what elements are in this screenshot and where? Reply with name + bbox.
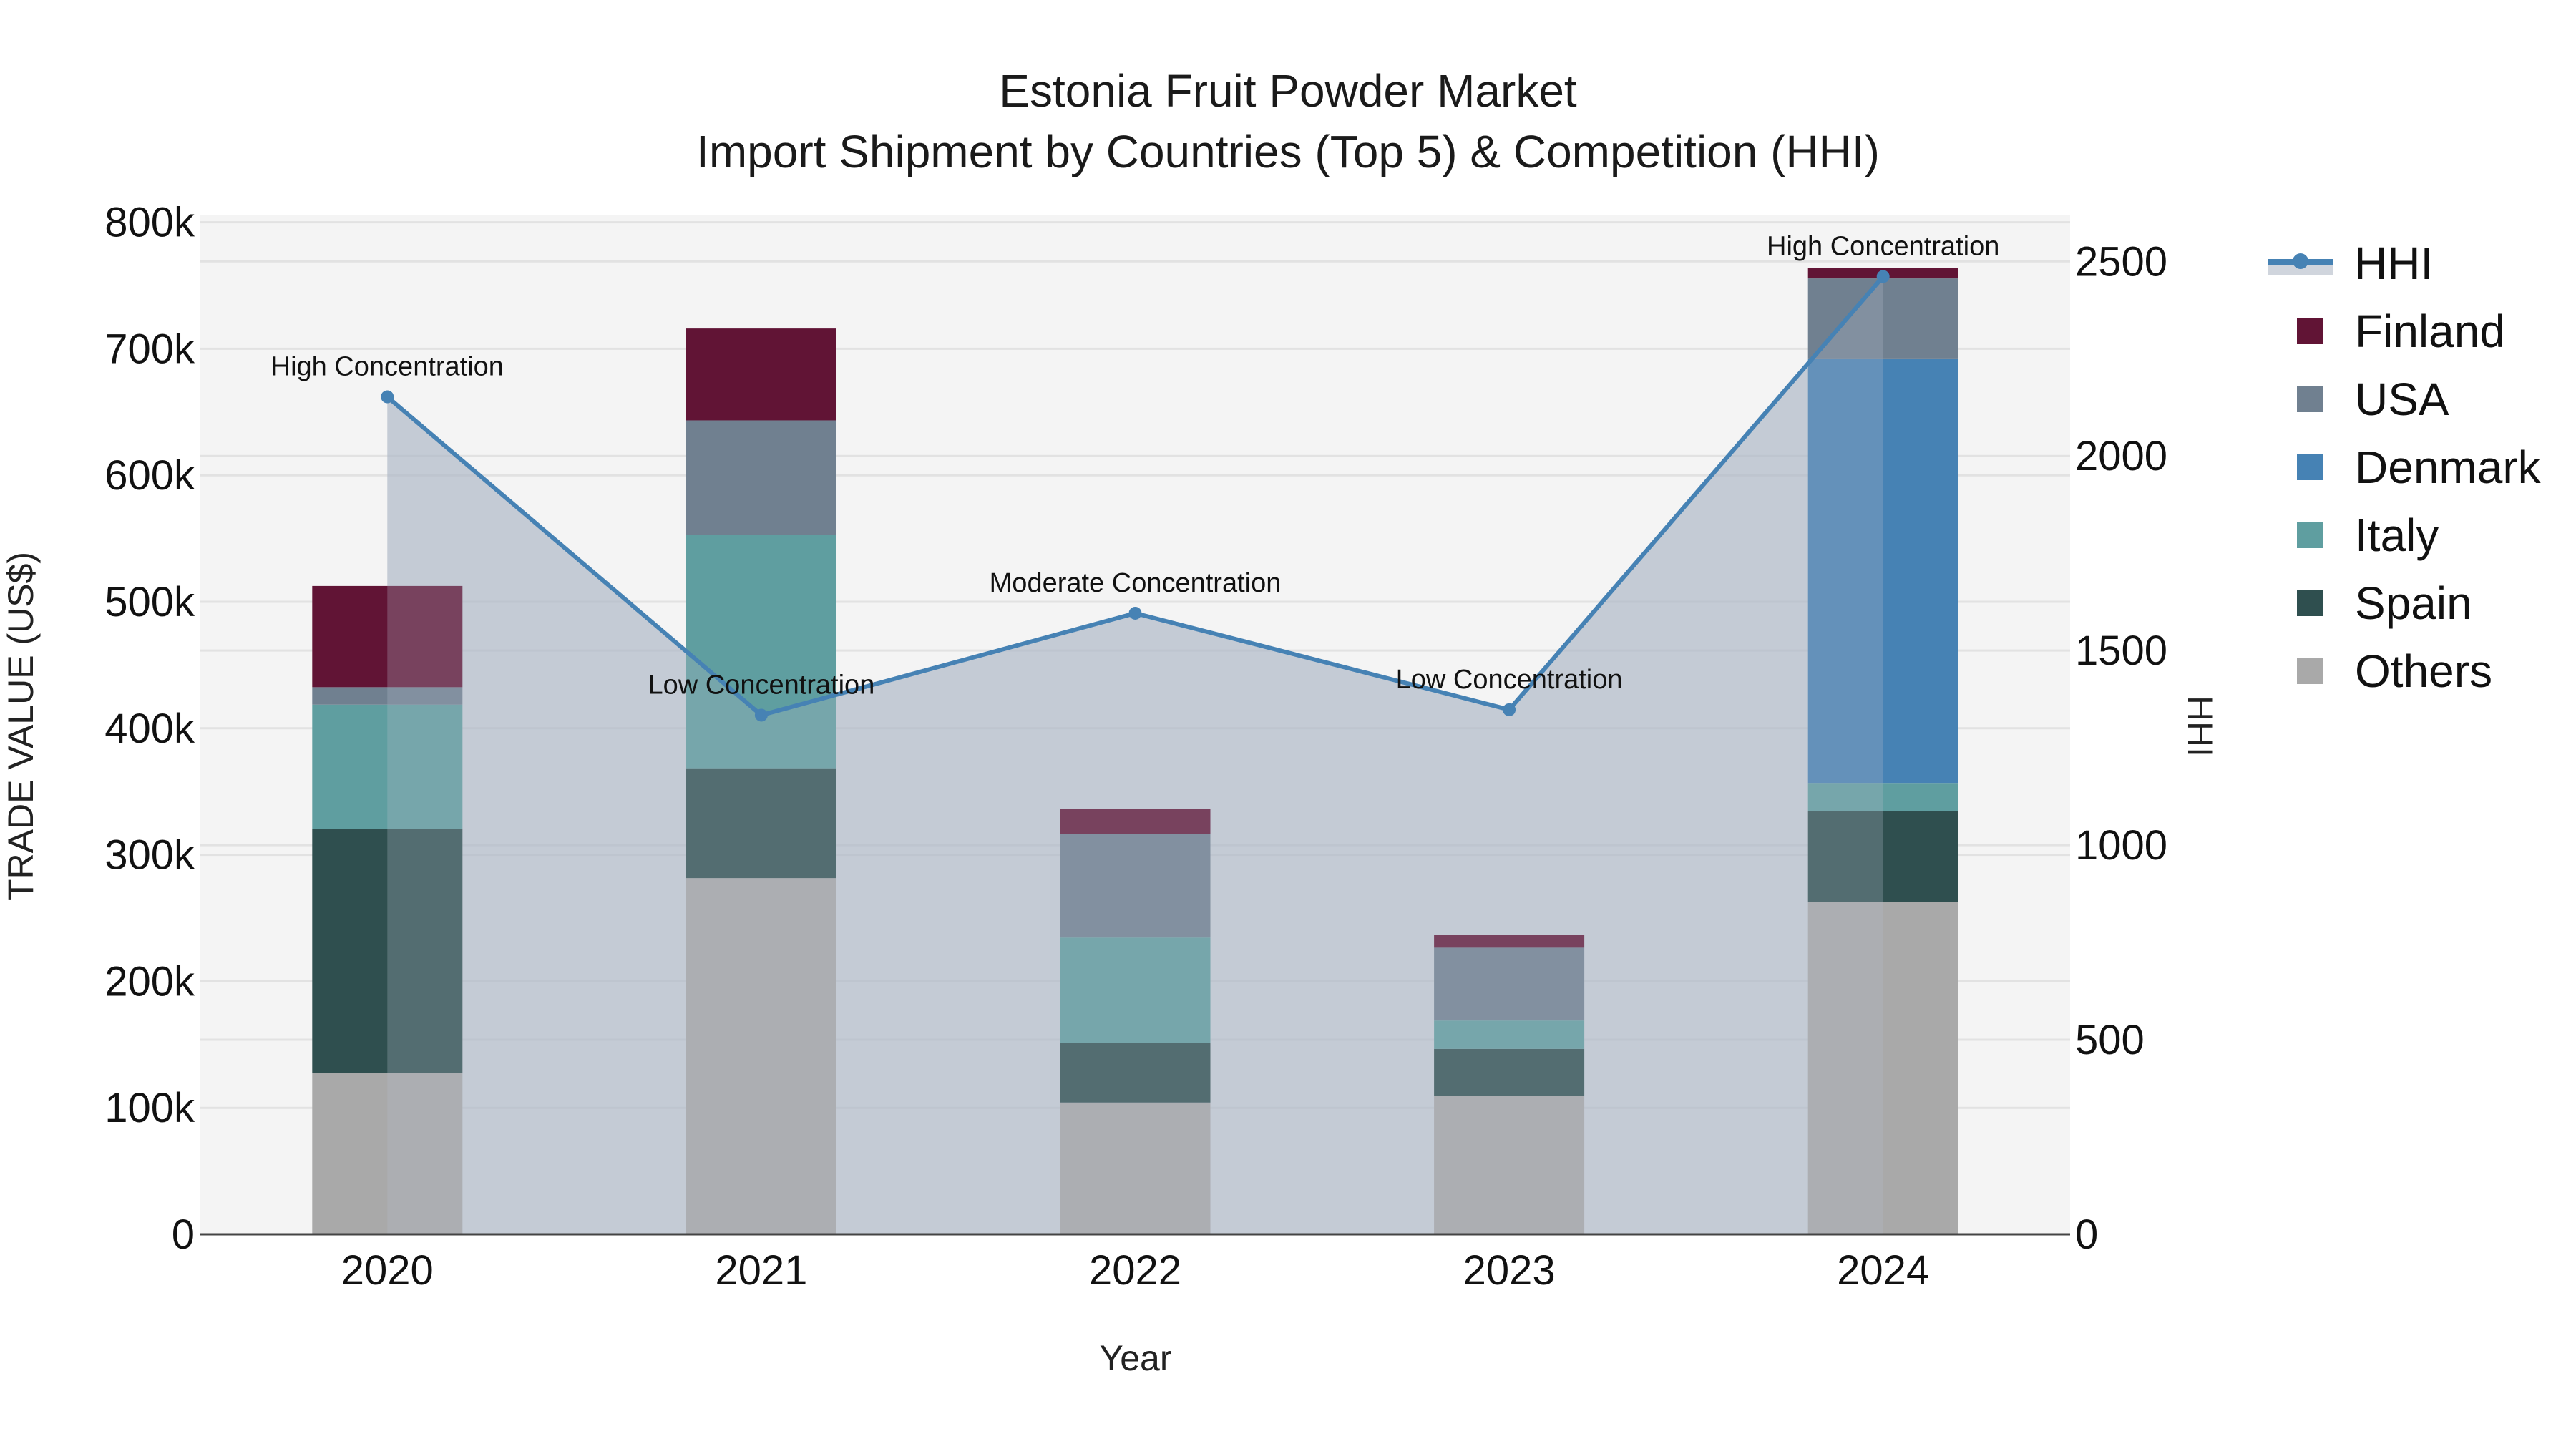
- y-left-tick-label: 700k: [104, 326, 195, 372]
- y-right-tick-label: 1000: [2075, 822, 2167, 869]
- y-left-axis: 0 100k 200k 300k 400k 500k 600k 700k 800k: [104, 200, 195, 1258]
- bar-segment-finland-2023[interactable]: [1434, 935, 1585, 948]
- color-swatch-icon: [2297, 590, 2323, 616]
- x-tick-label: 2024: [1837, 1247, 1929, 1294]
- bar-segment-italy-2021[interactable]: [686, 535, 836, 769]
- bar-segment-finland-2022[interactable]: [1060, 809, 1211, 834]
- hhi-annotation: Moderate Concentration: [990, 568, 1282, 598]
- legend-item-usa[interactable]: USA: [2268, 365, 2541, 433]
- color-swatch-icon: [2297, 522, 2323, 548]
- legend-label: Finland: [2355, 305, 2505, 357]
- hhi-marker-2024[interactable]: [1876, 270, 1890, 283]
- bar-segment-usa-2023[interactable]: [1434, 947, 1585, 1021]
- x-tick-label: 2023: [1463, 1247, 1556, 1294]
- hhi-marker-2022[interactable]: [1128, 606, 1142, 620]
- y-left-tick-label: 100k: [104, 1085, 195, 1131]
- legend-item-others[interactable]: Others: [2268, 637, 2541, 705]
- legend-item-spain[interactable]: Spain: [2268, 569, 2541, 637]
- hhi-line[interactable]: [381, 270, 1890, 722]
- hhi-annotation: Low Concentration: [648, 670, 874, 700]
- bar-segment-usa-2024[interactable]: [1807, 278, 1958, 359]
- legend-item-finland[interactable]: Finland: [2268, 297, 2541, 365]
- y-left-tick-label: 600k: [104, 452, 195, 499]
- bar-segment-usa-2020[interactable]: [312, 687, 463, 705]
- legend-label: Others: [2355, 645, 2493, 697]
- hhi-annotation: Low Concentration: [1396, 665, 1623, 695]
- y-left-tick-label: 200k: [104, 958, 195, 1005]
- bar-segment-spain-2024[interactable]: [1807, 811, 1958, 902]
- y-left-tick-label: 400k: [104, 706, 195, 752]
- hhi-marker-2023[interactable]: [1503, 703, 1516, 716]
- legend-label: Spain: [2355, 577, 2472, 629]
- legend-label: Denmark: [2355, 441, 2541, 493]
- bar-segment-usa-2022[interactable]: [1060, 834, 1211, 938]
- y-right-tick-label: 0: [2075, 1211, 2098, 1258]
- bar-segment-italy-2024[interactable]: [1807, 783, 1958, 811]
- y-right-tick-label: 1500: [2075, 628, 2167, 674]
- bar-segment-finland-2021[interactable]: [686, 328, 836, 421]
- bar-segment-others-2024[interactable]: [1807, 902, 1958, 1234]
- legend-item-italy[interactable]: Italy: [2268, 501, 2541, 569]
- color-swatch-icon: [2297, 658, 2323, 684]
- x-axis-title: Year: [1099, 1338, 1171, 1378]
- hhi-area-overlay: [387, 276, 1883, 1234]
- x-tick-label: 2021: [715, 1247, 807, 1294]
- bar-segment-italy-2020[interactable]: [312, 704, 463, 829]
- legend-label: HHI: [2354, 237, 2434, 289]
- y-right-tick-label: 2500: [2075, 238, 2167, 285]
- chart-title-line2: Import Shipment by Countries (Top 5) & C…: [696, 126, 1880, 177]
- y-right-axis-title: HHI: [2180, 696, 2220, 757]
- legend-item-denmark[interactable]: Denmark: [2268, 433, 2541, 501]
- bar-segment-others-2023[interactable]: [1434, 1096, 1585, 1234]
- legend-label: USA: [2355, 373, 2449, 425]
- bar-segment-others-2021[interactable]: [686, 878, 836, 1234]
- line-marker-icon: [2268, 249, 2333, 278]
- stacked-bars: [312, 268, 1958, 1234]
- y-left-tick-label: 0: [172, 1211, 195, 1258]
- legend-label: Italy: [2355, 509, 2439, 561]
- bar-segment-usa-2021[interactable]: [686, 420, 836, 535]
- color-swatch-icon: [2297, 318, 2323, 344]
- hhi-marker-2021[interactable]: [754, 708, 768, 722]
- bar-segment-spain-2021[interactable]: [686, 768, 836, 879]
- y-left-tick-label: 800k: [104, 200, 195, 246]
- x-tick-label: 2022: [1089, 1247, 1181, 1294]
- y-left-axis-title: TRADE VALUE (US$): [1, 552, 41, 901]
- chart-title-line1: Estonia Fruit Powder Market: [999, 65, 1577, 117]
- hhi-annotation: High Concentration: [1767, 231, 1999, 261]
- y-right-tick-label: 2000: [2075, 433, 2167, 479]
- hhi-marker-2020[interactable]: [381, 390, 394, 404]
- x-tick-label: 2020: [341, 1247, 434, 1294]
- bar-segment-others-2022[interactable]: [1060, 1102, 1211, 1234]
- x-axis: 2020 2021 2022 2023 2024: [341, 1247, 1929, 1294]
- bar-segment-italy-2022[interactable]: [1060, 937, 1211, 1043]
- bar-segment-finland-2020[interactable]: [312, 585, 463, 688]
- y-right-axis: 0 500 1000 1500 2000 2500: [2075, 238, 2167, 1258]
- color-swatch-icon: [2297, 386, 2323, 412]
- legend-item-hhi[interactable]: HHI: [2268, 229, 2541, 297]
- bar-segment-others-2020[interactable]: [312, 1073, 463, 1234]
- color-swatch-icon: [2297, 454, 2323, 480]
- y-left-tick-label: 300k: [104, 832, 195, 879]
- bar-segment-denmark-2024[interactable]: [1807, 358, 1958, 784]
- bar-segment-spain-2022[interactable]: [1060, 1043, 1211, 1103]
- bar-segment-spain-2020[interactable]: [312, 829, 463, 1073]
- legend: HHI Finland USA Denmark Italy Spain Others: [2268, 229, 2541, 705]
- bar-segment-spain-2023[interactable]: [1434, 1048, 1585, 1096]
- y-left-tick-label: 500k: [104, 579, 195, 625]
- hhi-annotation: High Concentration: [271, 352, 504, 382]
- y-right-tick-label: 500: [2075, 1017, 2145, 1063]
- bar-segment-italy-2023[interactable]: [1434, 1020, 1585, 1049]
- hhi-annotations: High Concentration Low Concentration Moder…: [271, 231, 2000, 700]
